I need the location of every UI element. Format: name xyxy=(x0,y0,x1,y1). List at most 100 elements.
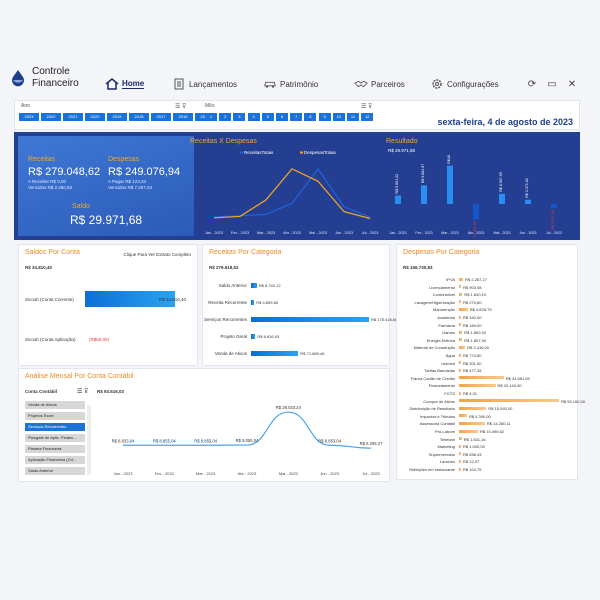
x-tick-label: Jan - 2023 xyxy=(390,231,407,235)
x-tick-label: Jan - 2023 xyxy=(114,471,134,476)
month-option[interactable]: 6 xyxy=(276,113,288,121)
nav-parceiros[interactable]: Parceiros xyxy=(354,78,405,90)
category-label: Receita Recorrente xyxy=(208,300,247,305)
account-option[interactable]: Venda de Ativos xyxy=(25,401,85,409)
x-tick-label: Mai - 2023 xyxy=(494,231,511,235)
year-filter-tools-icon[interactable]: ☰ ⊽ xyxy=(175,104,187,110)
account-option[interactable]: Plaugate de Aplic. Financ... xyxy=(25,434,85,442)
category-bar[interactable] xyxy=(251,333,256,339)
category-bar-label: R$ 1.531,16 xyxy=(463,436,486,442)
resultado-bar[interactable] xyxy=(473,204,479,220)
category-bar[interactable] xyxy=(459,307,468,311)
category-bar[interactable] xyxy=(459,277,464,281)
category-bar[interactable] xyxy=(459,330,463,334)
nav-configuracoes[interactable]: Configurações xyxy=(430,78,499,90)
category-bar-label: R$ 903,08 xyxy=(463,284,482,290)
category-bar[interactable] xyxy=(459,459,461,463)
account-bar[interactable] xyxy=(85,291,175,307)
category-bar[interactable] xyxy=(459,406,487,410)
current-date: sexta-feira, 4 de agosto de 2023 xyxy=(437,117,573,127)
year-option[interactable]: 2017 xyxy=(151,113,171,121)
resultado-bar[interactable] xyxy=(421,185,427,204)
year-option[interactable]: 2022 xyxy=(41,113,61,121)
app-title-line1: Controle xyxy=(32,66,70,77)
category-bar[interactable] xyxy=(459,376,504,380)
despesas-value: R$ 249.076,94 xyxy=(108,166,181,178)
resultado-bar[interactable] xyxy=(499,193,505,204)
account-option[interactable]: Saldo Anterior xyxy=(25,467,85,475)
category-bar[interactable] xyxy=(459,345,466,349)
resultado-bar[interactable] xyxy=(395,195,401,205)
category-label: FGTS xyxy=(444,391,455,396)
refresh-icon[interactable]: ⟳ xyxy=(527,79,537,90)
month-option[interactable]: 2 xyxy=(219,113,232,121)
category-bar[interactable] xyxy=(459,421,485,425)
month-option[interactable]: 12 xyxy=(361,113,374,121)
year-option[interactable]: 2018 xyxy=(129,113,149,121)
nav-lancamentos[interactable]: Lançamentos xyxy=(172,78,237,90)
nav-home-label: Home xyxy=(122,79,145,89)
month-option[interactable]: 5 xyxy=(261,113,274,121)
year-option[interactable]: 2023 xyxy=(19,113,39,121)
category-bar[interactable] xyxy=(459,437,462,441)
month-option[interactable]: 7 xyxy=(290,113,303,121)
category-label: Tarifas Bancárias xyxy=(424,368,455,374)
year-option[interactable]: 2016 xyxy=(173,113,193,121)
category-bar-label: R$ 8.740,12 xyxy=(258,283,281,288)
account-option[interactable]: Aplicação Financeira (Cd... xyxy=(25,456,85,464)
year-option[interactable]: 2019 xyxy=(107,113,127,121)
category-bar[interactable] xyxy=(459,429,479,433)
category-bar[interactable] xyxy=(459,323,461,327)
category-bar[interactable] xyxy=(459,353,461,357)
category-bar[interactable] xyxy=(459,444,461,448)
resultado-data-label: R$ 5.601,32 xyxy=(395,174,399,194)
category-bar[interactable] xyxy=(251,316,369,322)
mensal-data-label: R$ 8.833,04 xyxy=(112,438,135,443)
nav-home[interactable]: Home xyxy=(105,78,145,90)
month-option[interactable]: 9 xyxy=(318,113,331,121)
category-label: IPVA xyxy=(446,277,455,282)
category-bar[interactable] xyxy=(459,399,559,403)
category-bar[interactable] xyxy=(459,368,461,372)
despesas-vencidos: Vencidos R$ 7.267,03 xyxy=(108,185,153,190)
category-bar[interactable] xyxy=(459,414,467,418)
year-option[interactable]: 2021 xyxy=(63,113,83,121)
category-bar[interactable] xyxy=(459,292,463,296)
month-option[interactable]: 11 xyxy=(347,113,359,121)
account-option[interactable]: Projetos Excel xyxy=(25,412,85,420)
category-bar[interactable] xyxy=(459,361,461,365)
account-scrollbar[interactable] xyxy=(87,405,91,475)
month-option[interactable]: 8 xyxy=(304,113,317,121)
resultado-chart: R$ 5.601,32 Jan - 2023 R$ 9.884,87 Fev - 20… xyxy=(390,154,562,238)
category-bar[interactable] xyxy=(459,338,463,342)
resultado-bar[interactable] xyxy=(551,204,557,209)
month-option[interactable]: 1 xyxy=(205,113,217,121)
account-option[interactable]: Serviços Recorrentes xyxy=(25,423,85,431)
x-tick-label: Mar - 2023 xyxy=(257,231,275,235)
category-bar[interactable] xyxy=(251,299,255,305)
category-bar[interactable] xyxy=(459,391,461,395)
category-bar[interactable] xyxy=(459,285,461,289)
resultado-bar[interactable] xyxy=(447,165,453,204)
category-bar[interactable] xyxy=(251,282,257,288)
category-bar[interactable] xyxy=(251,350,299,356)
month-option[interactable]: 10 xyxy=(332,113,345,121)
category-bar[interactable] xyxy=(459,467,461,471)
account-option[interactable]: Planeta Financeira xyxy=(25,445,85,453)
resultado-bar[interactable] xyxy=(525,199,531,204)
category-bar[interactable] xyxy=(459,315,461,319)
month-filter-tools-icon[interactable]: ☰ ⊽ xyxy=(361,104,373,110)
extrato-hint[interactable]: Clique Para Ver Extrato Completo xyxy=(123,252,191,257)
category-bar-label: R$ 6.616,93 xyxy=(257,334,280,339)
conta-filter-tools-icon[interactable]: ☰ ⊽ xyxy=(77,389,89,395)
month-option[interactable]: 4 xyxy=(247,113,260,121)
close-icon[interactable]: ✕ xyxy=(567,79,577,90)
month-option[interactable]: 3 xyxy=(233,113,246,121)
category-bar[interactable] xyxy=(459,383,496,387)
year-option[interactable]: 2020 xyxy=(85,113,105,121)
category-bar[interactable] xyxy=(459,452,461,456)
nav-patrimonio[interactable]: Patrimônio xyxy=(263,78,318,90)
monitor-icon[interactable]: ▭ xyxy=(547,79,557,90)
category-bar[interactable] xyxy=(459,300,461,304)
category-bar-label: R$ 1.840,10 xyxy=(464,292,487,298)
